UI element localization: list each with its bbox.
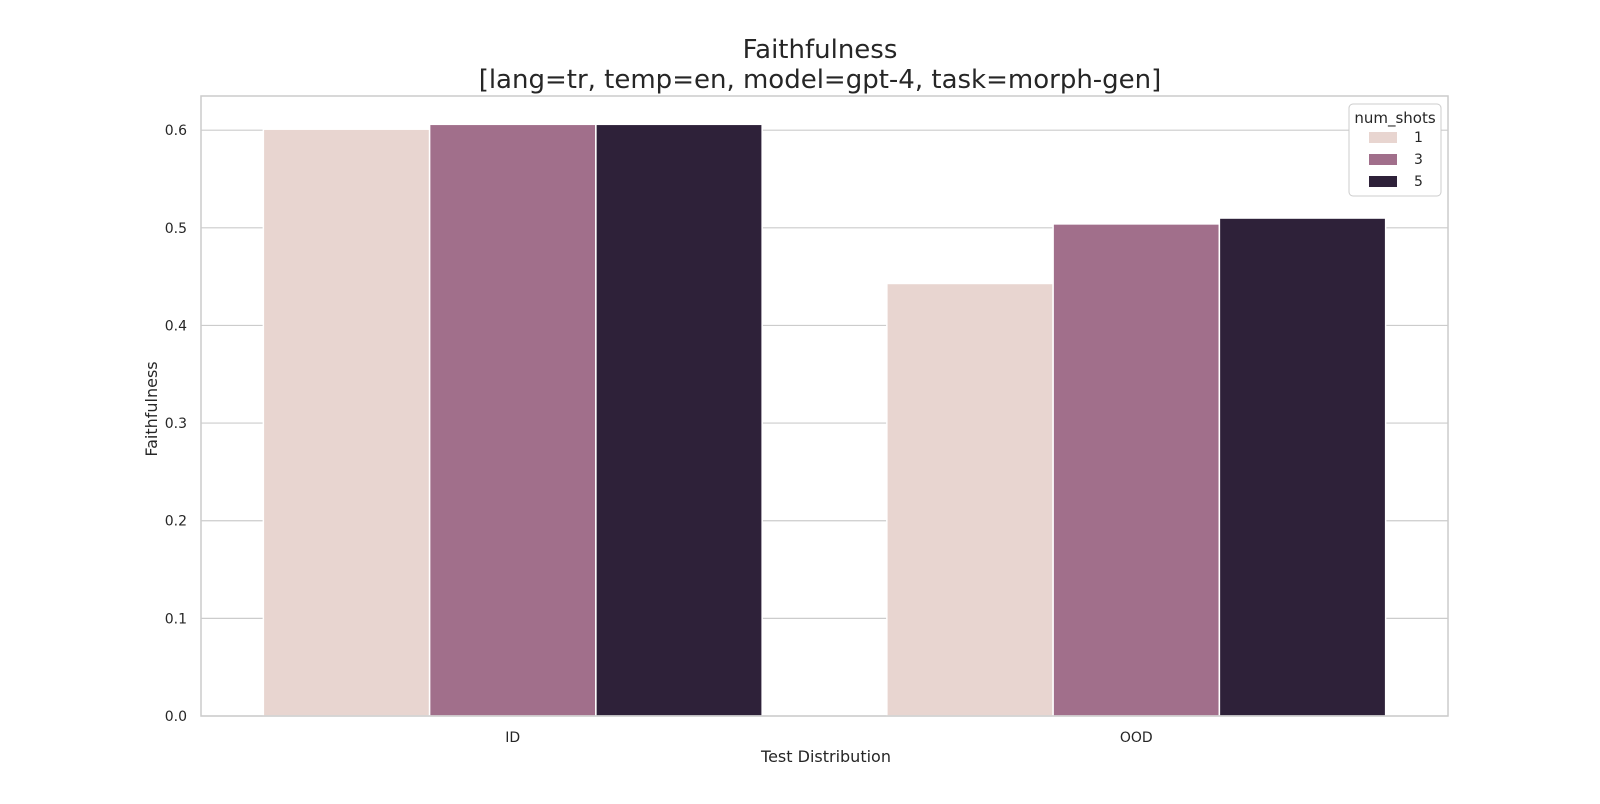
bar-id-shots-3 bbox=[428, 123, 597, 717]
plot-frame bbox=[200, 95, 1449, 717]
y-tick-label: 0.4 bbox=[165, 318, 187, 334]
legend-box bbox=[1348, 103, 1442, 197]
bar-id-shots-5 bbox=[595, 123, 763, 717]
x-axis-ticks: ID OOD bbox=[505, 730, 1152, 746]
y-axis-ticks: 0.0 0.1 0.2 0.3 0.4 0.5 0.6 bbox=[165, 123, 187, 725]
y-tick-label: 0.2 bbox=[165, 514, 187, 530]
x-tick-label: ID bbox=[505, 730, 520, 746]
y-axis-label: Faithfulness bbox=[142, 361, 161, 456]
y-tick-label: 0.0 bbox=[165, 709, 187, 725]
bar-ood-shots-1 bbox=[886, 282, 1054, 717]
x-tick-label: OOD bbox=[1120, 730, 1153, 746]
y-tick-label: 0.5 bbox=[165, 221, 187, 237]
bar-id-shots-1 bbox=[262, 128, 431, 717]
bar-ood-shots-5 bbox=[1218, 217, 1387, 717]
legend-swatch-3 bbox=[1369, 154, 1397, 165]
bar-ood-shots-3 bbox=[1052, 223, 1221, 717]
x-axis-label: Test Distribution bbox=[760, 747, 891, 766]
y-tick-label: 0.3 bbox=[165, 416, 187, 432]
chart-subtitle: [lang=tr, temp=en, model=gpt-4, task=mor… bbox=[479, 65, 1162, 95]
legend-label-1: 1 bbox=[1414, 130, 1423, 146]
legend: num_shots 1 3 5 bbox=[1348, 103, 1442, 197]
bars bbox=[262, 123, 1387, 717]
legend-label-3: 3 bbox=[1414, 152, 1423, 168]
legend-label-5: 5 bbox=[1414, 174, 1423, 190]
y-tick-label: 0.1 bbox=[165, 611, 187, 627]
legend-items: 1 3 5 bbox=[1369, 130, 1423, 190]
y-tick-label: 0.6 bbox=[165, 123, 187, 139]
chart-title: Faithfulness bbox=[743, 35, 898, 65]
legend-title: num_shots bbox=[1354, 109, 1436, 128]
legend-swatch-1 bbox=[1369, 132, 1397, 143]
legend-swatch-5 bbox=[1369, 176, 1397, 187]
